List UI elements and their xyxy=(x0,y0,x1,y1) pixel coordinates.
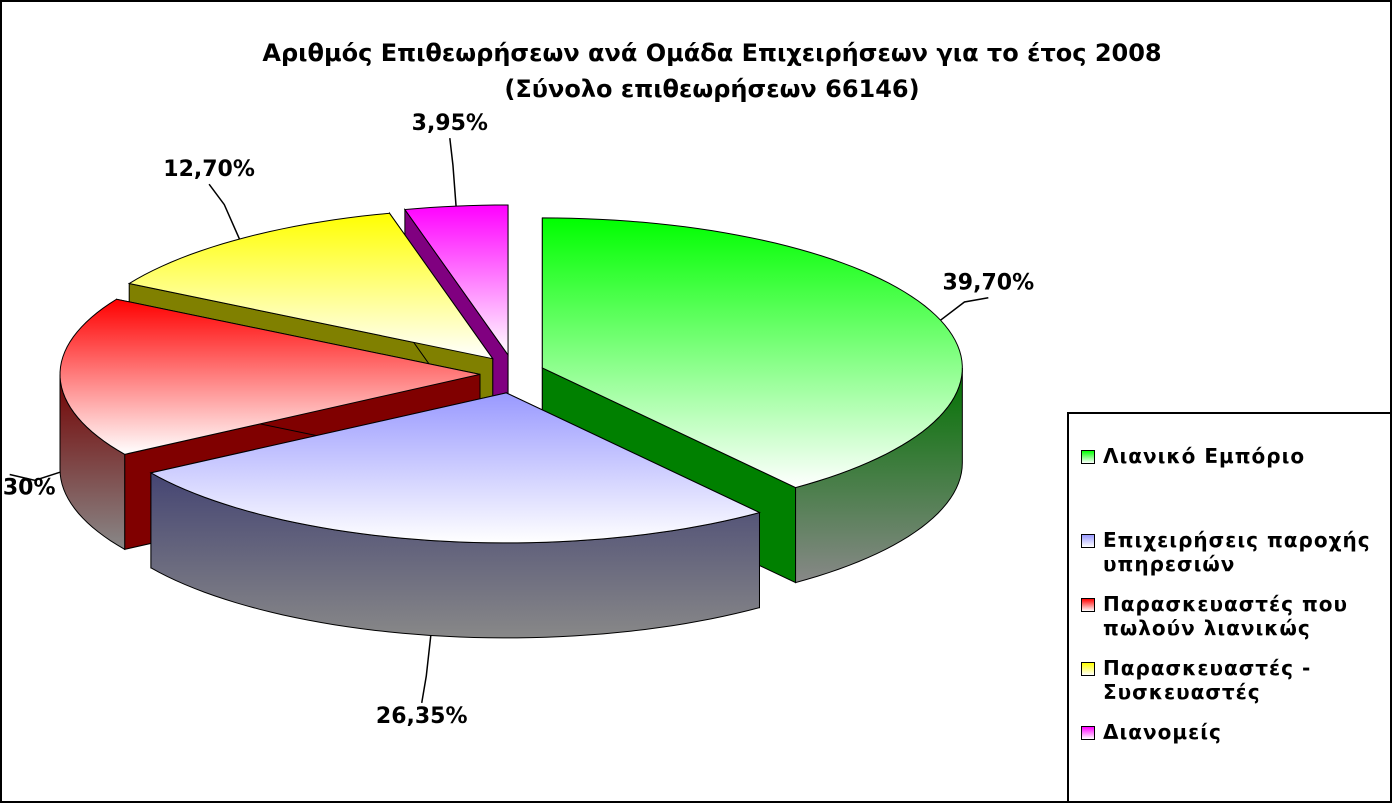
leader-line xyxy=(9,471,61,482)
slice-top xyxy=(59,298,481,455)
legend-item: Λιανικό Εμπόριο xyxy=(1081,444,1390,516)
legend-label: Παρασκευαστές που πωλούν λιανικώς xyxy=(1103,592,1349,640)
slice-top xyxy=(127,212,494,360)
data-label: 39,70% xyxy=(943,271,1035,296)
data-label: 17,30% xyxy=(2,475,56,500)
legend-item: Παρασκευαστές - Συσκευαστές xyxy=(1081,656,1390,714)
legend-swatch xyxy=(1081,450,1095,464)
slice-top xyxy=(541,217,963,489)
leader-line xyxy=(208,183,241,240)
data-label: 26,35% xyxy=(376,704,468,729)
leader-line xyxy=(420,635,432,703)
chart-title: Αριθμός Επιθεωρήσεων ανά Ομάδα Επιχειρήσ… xyxy=(262,39,1161,67)
data-label: 3,95% xyxy=(412,111,488,136)
legend-item: Διανομείς xyxy=(1081,720,1390,778)
legend-item: Παρασκευαστές που πωλούν λιανικώς xyxy=(1081,592,1390,650)
legend-swatch xyxy=(1081,598,1095,612)
chart-subtitle: (Σύνολο επιθεωρήσεων 66146) xyxy=(504,75,919,103)
data-label: 12,70% xyxy=(163,157,255,182)
legend: Λιανικό Εμπόριο Επιχειρήσεις παροχής υπηρ… xyxy=(1067,412,1390,801)
legend-swatch xyxy=(1081,534,1095,548)
pie-slice xyxy=(149,392,761,639)
leader-line xyxy=(449,138,457,207)
legend-swatch xyxy=(1081,726,1095,740)
legend-label: Λιανικό Εμπόριο xyxy=(1103,444,1306,468)
legend-swatch xyxy=(1081,662,1095,676)
legend-label: Επιχειρήσεις παροχής υπηρεσιών xyxy=(1103,528,1371,576)
slice-top xyxy=(149,392,761,544)
legend-label: Διανομείς xyxy=(1103,720,1222,744)
legend-item: Επιχειρήσεις παροχής υπηρεσιών xyxy=(1081,528,1390,586)
legend-label: Παρασκευαστές - Συσκευαστές xyxy=(1103,656,1312,704)
leader-line xyxy=(940,296,989,321)
